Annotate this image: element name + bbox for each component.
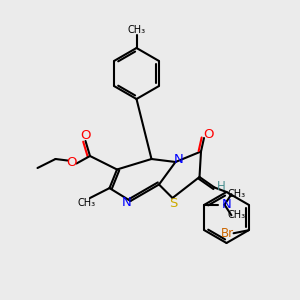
Text: S: S [169,197,178,210]
Text: N: N [174,152,184,166]
Text: CH₃: CH₃ [228,210,246,220]
Text: CH₃: CH₃ [128,25,146,35]
Text: O: O [80,129,91,142]
Text: CH₃: CH₃ [228,189,246,199]
Text: CH₃: CH₃ [78,198,96,208]
Text: H: H [217,179,226,193]
Text: O: O [66,155,76,169]
Text: N: N [122,196,132,209]
Text: O: O [203,128,214,142]
Text: N: N [221,198,231,211]
Text: Br: Br [221,227,234,240]
